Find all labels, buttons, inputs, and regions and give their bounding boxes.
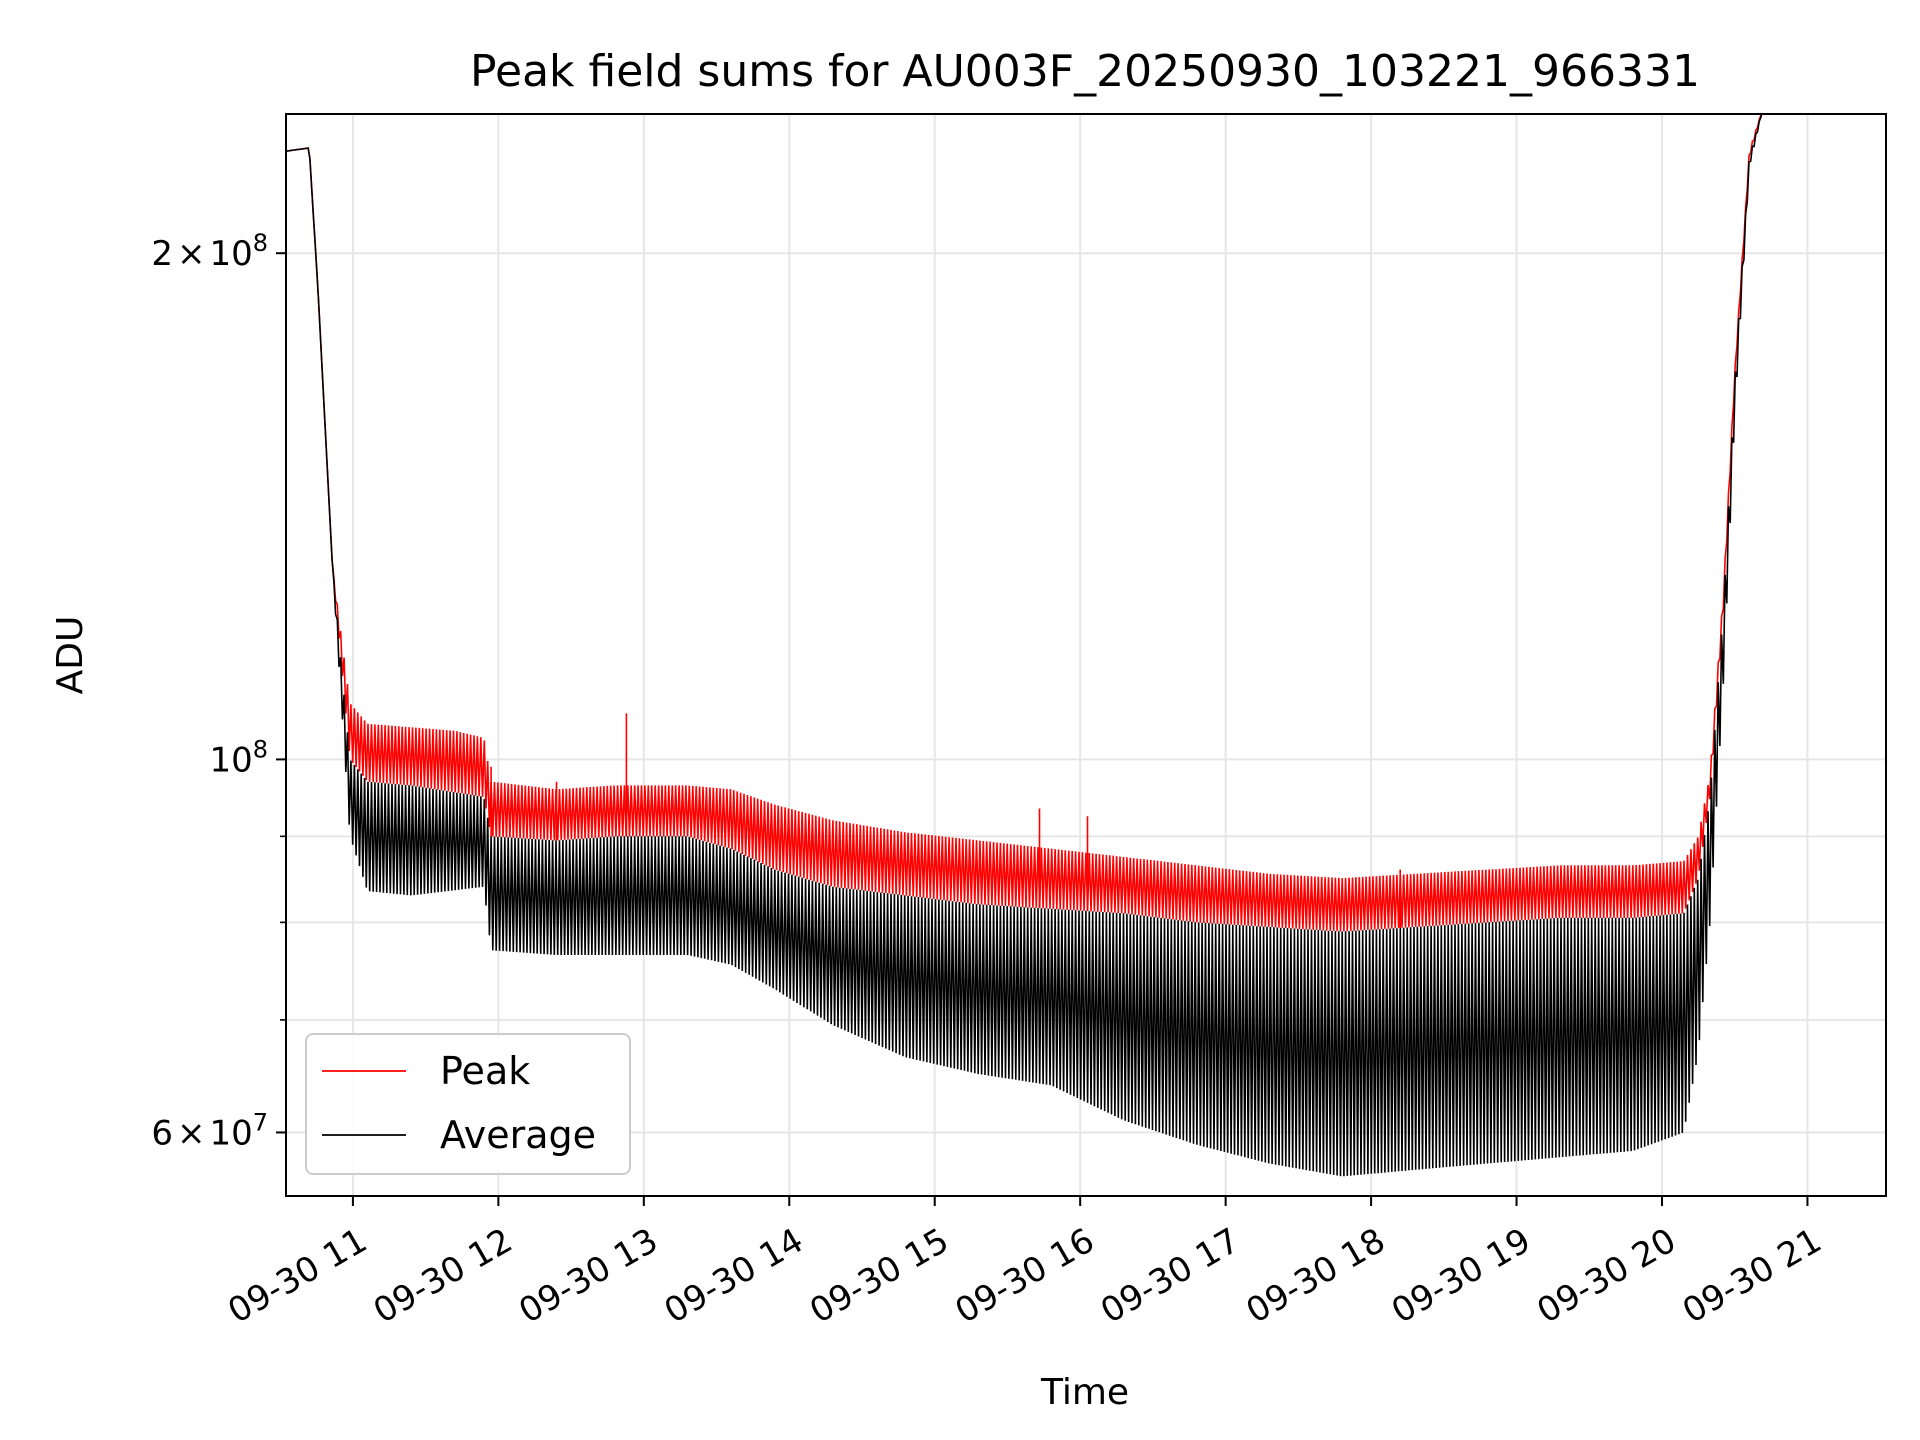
y-tick-label: 6 × 107 — [151, 1108, 268, 1153]
peak-series-spikes — [490, 713, 1401, 928]
legend-average-label: Average — [440, 1113, 596, 1157]
y-tick-mantissa: 2 — [151, 234, 173, 274]
y-tick-times: × — [177, 234, 206, 274]
y-tick-exponent: 7 — [253, 1108, 268, 1136]
y-tick-label: 2 × 108 — [151, 229, 268, 274]
y-tick-times: × — [177, 1113, 206, 1153]
x-axis-label: Time — [1040, 1372, 1129, 1413]
chart-title: Peak field sums for AU003F_20250930_1032… — [470, 46, 1700, 97]
y-tick-base: 10 — [209, 740, 252, 780]
average-series-line — [286, 114, 1763, 1177]
y-tick-mantissa: 6 — [151, 1113, 173, 1153]
legend: Peak Average — [305, 1033, 631, 1175]
y-tick-label: 108 — [209, 735, 268, 780]
y-tick-base: 10 — [209, 1113, 252, 1153]
y-tick-exponent: 8 — [253, 735, 268, 763]
legend-box — [305, 1033, 631, 1175]
y-axis-label: ADU — [50, 616, 91, 695]
y-tick-base: 10 — [209, 234, 252, 274]
legend-peak-label: Peak — [440, 1049, 530, 1093]
data-area — [286, 114, 1763, 1177]
peak-series-line — [286, 114, 1763, 932]
y-tick-exponent: 8 — [253, 229, 268, 257]
plot-frame — [285, 113, 1887, 1197]
